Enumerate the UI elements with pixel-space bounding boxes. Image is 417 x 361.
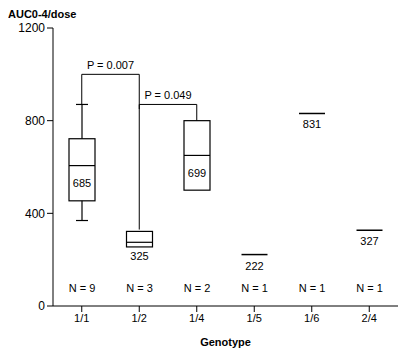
svg-text:0: 0: [38, 299, 45, 313]
svg-text:1/6: 1/6: [304, 312, 319, 324]
svg-text:327: 327: [360, 235, 378, 247]
svg-text:699: 699: [188, 167, 206, 179]
svg-text:1/2: 1/2: [132, 312, 147, 324]
svg-text:1/1: 1/1: [74, 312, 89, 324]
svg-text:325: 325: [130, 250, 148, 262]
svg-text:1/4: 1/4: [189, 312, 204, 324]
svg-text:N = 9: N = 9: [69, 282, 96, 294]
svg-text:Genotype: Genotype: [200, 336, 251, 348]
svg-text:N = 1: N = 1: [299, 282, 326, 294]
svg-text:1/5: 1/5: [247, 312, 262, 324]
svg-text:222: 222: [245, 260, 263, 272]
svg-text:2/4: 2/4: [362, 312, 377, 324]
svg-text:N = 3: N = 3: [126, 282, 153, 294]
svg-text:1200: 1200: [18, 21, 45, 35]
svg-text:N = 1: N = 1: [356, 282, 383, 294]
svg-text:P = 0.007: P = 0.007: [87, 59, 134, 71]
svg-text:800: 800: [25, 114, 45, 128]
svg-text:685: 685: [73, 177, 91, 189]
svg-text:831: 831: [303, 118, 321, 130]
svg-text:400: 400: [25, 207, 45, 221]
html-text:AUC0-4/dose: AUC0-4/dose: [8, 8, 77, 20]
svg-text:P = 0.049: P = 0.049: [144, 89, 191, 101]
svg-text:N = 1: N = 1: [241, 282, 268, 294]
svg-text:N = 2: N = 2: [184, 282, 211, 294]
